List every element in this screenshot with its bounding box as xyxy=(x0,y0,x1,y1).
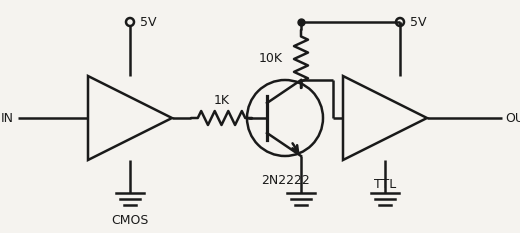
Text: IN: IN xyxy=(1,112,14,124)
Text: 1K: 1K xyxy=(214,93,229,106)
Text: CMOS: CMOS xyxy=(111,213,149,226)
Text: TTL: TTL xyxy=(374,178,396,191)
Text: 2N2222: 2N2222 xyxy=(261,174,309,187)
Text: 5V: 5V xyxy=(410,16,426,28)
Text: OUT: OUT xyxy=(505,112,520,124)
Text: 5V: 5V xyxy=(140,16,157,28)
Text: 10K: 10K xyxy=(259,52,283,65)
